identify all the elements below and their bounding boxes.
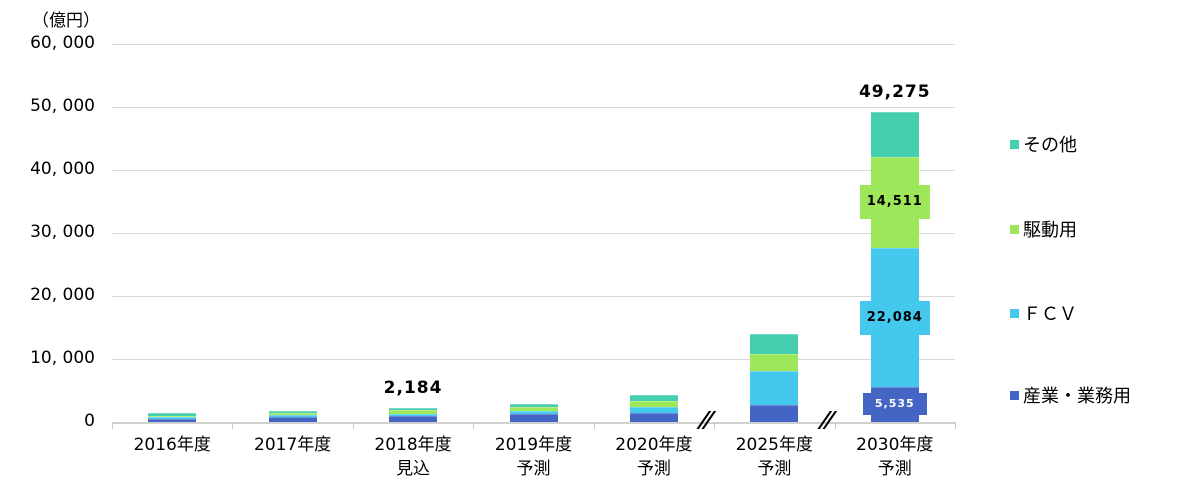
x-tick-label-line: 2025年度 (735, 435, 813, 455)
x-tick-label-line: 見込 (396, 459, 431, 479)
x-tick-label-line: 2016年度 (133, 435, 211, 455)
x-tick-label-line: 2018年度 (374, 435, 452, 455)
legend-label: 産業・業務用 (1023, 386, 1131, 407)
x-tick (593, 422, 595, 429)
segment-drive (509, 407, 558, 411)
gridline (112, 44, 955, 45)
legend-swatch-icon (1010, 224, 1019, 234)
x-tick-label: 2030年度 予測 (837, 433, 953, 481)
gridline (112, 296, 955, 297)
legend-label: その他 (1023, 135, 1077, 156)
data-label: 14,511 (859, 185, 930, 220)
y-tick-label: 50, 000 (30, 96, 95, 116)
segment-drive (389, 410, 438, 415)
x-axis-line (112, 422, 955, 424)
segment-industrial (750, 404, 799, 422)
legend-label: 駆動用 (1023, 220, 1077, 241)
x-tick (834, 422, 836, 429)
legend-swatch-icon (1010, 390, 1019, 400)
y-tick-label: 30, 000 (30, 222, 95, 242)
segment-other (389, 408, 438, 411)
legend-item: ＦＣＶ (1010, 300, 1077, 326)
x-tick-label: 2020年度 予測 (596, 433, 712, 481)
segment-other (148, 412, 197, 416)
total-label: 2,184 (383, 378, 443, 399)
segment-fcv (629, 406, 678, 413)
y-tick-label: 20, 000 (30, 285, 95, 305)
data-label: 22,084 (859, 300, 930, 335)
segment-fcv (268, 415, 317, 417)
segment-other (629, 394, 678, 402)
x-tick-label: 2018年度 見込 (355, 433, 471, 481)
segment-other (268, 410, 317, 414)
segment-industrial (629, 412, 678, 422)
total-label: 49,275 (858, 81, 931, 102)
axis-break-mark: // (818, 408, 833, 433)
segment-industrial (268, 416, 317, 422)
gridline (112, 107, 955, 108)
legend-label: ＦＣＶ (1023, 304, 1077, 325)
segment-fcv (389, 414, 438, 417)
data-label: 5,535 (862, 393, 927, 416)
gridline (112, 233, 955, 234)
y-tick-label: 10, 000 (30, 348, 95, 368)
segment-fcv (509, 410, 558, 414)
x-tick (714, 422, 716, 429)
segment-other (870, 111, 919, 157)
x-tick-label-line: 2030年度 (856, 435, 934, 455)
y-axis-unit-label: （億円） (32, 11, 100, 31)
x-tick (955, 422, 956, 429)
segment-industrial (509, 413, 558, 422)
axis-break-mark: // (697, 408, 713, 433)
segment-fcv (750, 370, 799, 405)
x-tick-label: 2017年度 (235, 433, 351, 457)
y-tick-label: 0 (84, 411, 95, 431)
segment-drive (629, 401, 678, 407)
x-tick (232, 422, 234, 429)
y-tick-label: 40, 000 (30, 159, 95, 179)
segment-drive (750, 353, 799, 371)
y-tick-label: 60, 000 (30, 33, 95, 53)
legend-swatch-icon (1010, 139, 1019, 149)
x-tick-label-line: 予測 (636, 459, 671, 479)
legend-item: 産業・業務用 (1010, 382, 1131, 408)
x-tick-label: 2016年度 (114, 433, 230, 457)
x-tick-label-line: 予測 (757, 459, 792, 479)
segment-fcv (148, 416, 197, 419)
gridline (112, 359, 955, 360)
x-tick-label: 2019年度 予測 (476, 433, 592, 481)
segment-other (509, 403, 558, 408)
x-tick-label-line: 予測 (516, 459, 551, 479)
legend-swatch-icon (1010, 308, 1019, 318)
segment-drive (268, 413, 317, 416)
x-tick-label-line: 2020年度 (615, 435, 693, 455)
x-tick-label-line: 2019年度 (494, 435, 573, 455)
x-tick-label: 2025年度 予測 (716, 433, 832, 481)
segment-other (750, 333, 799, 354)
x-tick (352, 422, 354, 429)
legend-item: その他 (1010, 131, 1077, 157)
x-tick-label-line: 2017年度 (254, 435, 332, 455)
gridline (112, 170, 955, 171)
x-tick (473, 422, 475, 429)
segment-industrial (389, 416, 438, 422)
x-tick (112, 422, 113, 429)
legend-item: 駆動用 (1010, 216, 1077, 242)
x-tick-label-line: 予測 (877, 459, 912, 479)
segment-industrial (148, 418, 197, 422)
segment-drive (148, 416, 197, 417)
